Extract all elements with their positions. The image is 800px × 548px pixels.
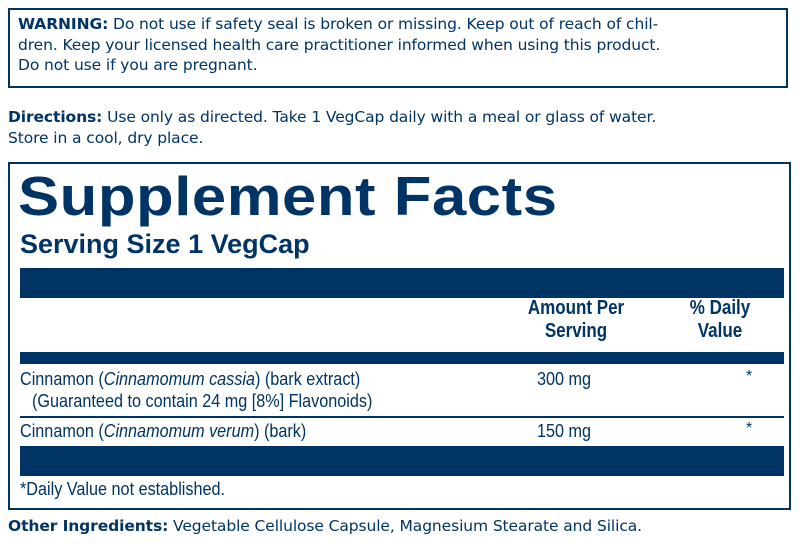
other-ingredients-label: Other Ingredients: [8, 517, 169, 535]
directions-line-1: Directions: Use only as directed. Take 1… [8, 108, 657, 126]
supplement-facts-title: Supplement Facts [18, 165, 558, 227]
ingredient-row-1-subline: (Guaranteed to contain 24 mg [8%] Flavon… [32, 391, 373, 411]
ingredient-row-2-daily-value: * [746, 420, 753, 437]
ingredient-row-2-amount: 150 mg [537, 421, 592, 441]
warning-line-3: Do not use if you are pregnant. [18, 56, 258, 74]
column-header-daily-value: % Daily Value [689, 297, 751, 342]
divider-bar-middle [20, 352, 784, 364]
directions: Directions: Use only as directed. Take 1… [8, 107, 798, 149]
directions-label: Directions: [8, 108, 103, 126]
row-divider [20, 416, 784, 418]
warning-label: WARNING: [18, 15, 109, 33]
column-header-amount: Amount Per Serving [527, 297, 625, 342]
supplement-facts-panel: Supplement Facts Serving Size 1 VegCap A… [8, 162, 791, 510]
serving-size: Serving Size 1 VegCap [20, 229, 310, 259]
warning-line-1: WARNING: Do not use if safety seal is br… [18, 15, 659, 33]
divider-bar-bottom [20, 446, 784, 476]
other-ingredients: Other Ingredients: Vegetable Cellulose C… [8, 516, 798, 537]
ingredient-row-1-amount: 300 mg [537, 369, 592, 389]
other-ingredients-text: Vegetable Cellulose Capsule, Magnesium S… [168, 517, 642, 535]
daily-value-footnote: *Daily Value not established. [20, 479, 226, 499]
ingredient-row-1-name: Cinnamon (Cinnamomum cassia) (bark extra… [20, 369, 361, 389]
ingredient-row-1-daily-value: * [746, 368, 753, 385]
warning-box: WARNING: Do not use if safety seal is br… [8, 8, 788, 88]
divider-bar-top [20, 268, 784, 298]
ingredient-row-2-name: Cinnamon (Cinnamomum verum) (bark) [20, 421, 307, 441]
warning-line-2: dren. Keep your licensed health care pra… [18, 35, 661, 54]
directions-line-2: Store in a cool, dry place. [8, 129, 204, 147]
